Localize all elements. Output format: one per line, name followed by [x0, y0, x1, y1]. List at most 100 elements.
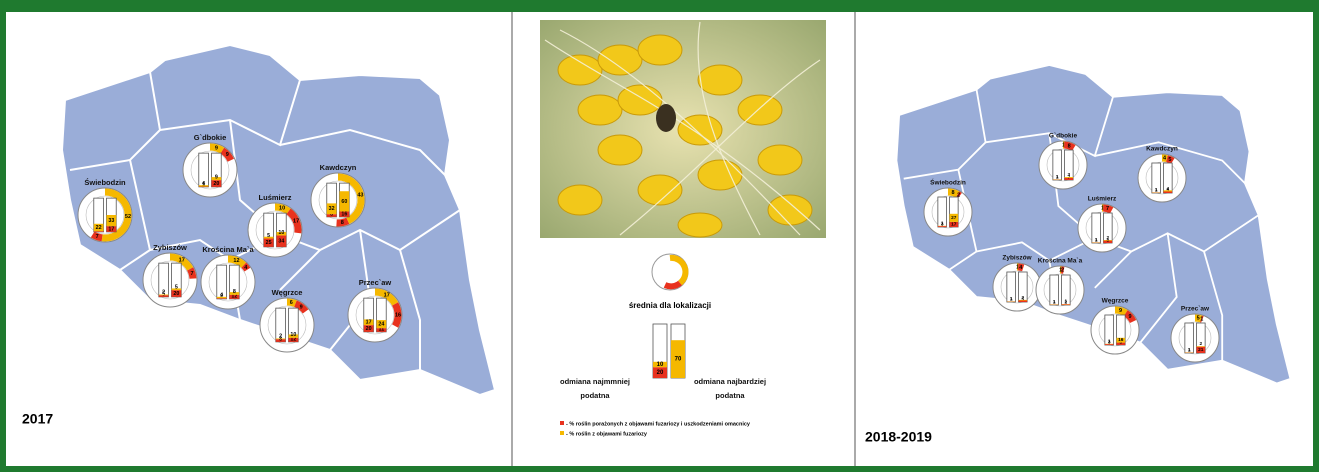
bar-value: 17 [951, 221, 957, 227]
bar-value: 8 [233, 289, 236, 295]
location-name: G`dbokie [1049, 133, 1078, 140]
location-name: G`dbokie [194, 133, 227, 142]
ring-value: 12 [233, 258, 239, 264]
ring-value: 2 [1061, 268, 1064, 274]
ring-value: 9 [226, 152, 229, 158]
bar-value: 1 [1053, 299, 1056, 305]
legend-bar-label: odmiana najbardziej [694, 377, 766, 386]
location-name: Świebodzin [84, 178, 126, 187]
bar-value: 27 [951, 215, 957, 221]
bar-value: 2 [279, 334, 282, 340]
ring-value: 1 [1200, 317, 1203, 323]
location-inner [1047, 149, 1079, 181]
location-inner [209, 263, 247, 301]
location-inner [1044, 274, 1076, 306]
bar-value: 20 [213, 181, 219, 187]
ring-value: 5 [1168, 157, 1171, 163]
bar-value: 2 [1106, 235, 1109, 241]
ring-value: 8 [1068, 143, 1071, 149]
ring-value: 16 [395, 312, 401, 318]
ring-value: 6 [290, 300, 293, 306]
bar-value: 32 [329, 206, 335, 212]
ring-value: 9 [1128, 314, 1131, 320]
bar-value: 17 [366, 320, 372, 326]
location-inner [932, 196, 964, 228]
ring-value: 7 [96, 234, 99, 240]
bar-value: 10 [278, 230, 284, 236]
location-name: Zybiszów [1002, 255, 1032, 262]
bar-value: 9 [215, 175, 218, 181]
ring-value: 9 [300, 304, 303, 310]
bar-value: 1 [1064, 299, 1067, 305]
location-inner [256, 211, 294, 249]
ring-value: 9 [1119, 308, 1122, 314]
bar-value: 1 [1056, 174, 1059, 180]
ring-value: 8 [951, 190, 954, 196]
bar-value: 2 [162, 290, 165, 296]
location-name: Kawdczyn [320, 163, 357, 172]
location-name: Krościna Ma`a [202, 245, 254, 254]
bar-value: 4 [220, 293, 223, 299]
bar-value: 1 [1155, 187, 1158, 193]
location-inner [1001, 271, 1033, 303]
ring-value: 43 [357, 192, 363, 198]
ring-caption: średnia dla lokalizacji [629, 301, 711, 310]
bar-value: 1 [941, 220, 944, 226]
location-inner [319, 181, 357, 219]
location-name: Kawdczyn [1146, 146, 1178, 153]
ring-value: 17 [293, 218, 299, 224]
bar-value: 20 [657, 370, 664, 376]
bar-value: 16 [1118, 337, 1124, 343]
bar-value: 17 [108, 226, 114, 232]
bar-value: 4 [202, 181, 205, 187]
location-inner [191, 151, 229, 189]
location-name: Zybiszów [153, 243, 187, 252]
bar-value: 1 [1010, 296, 1013, 302]
location-inner [1099, 314, 1131, 346]
bar-value: 25 [266, 240, 272, 246]
location-name: Węgrzce [1102, 298, 1129, 305]
bar-value: 24 [378, 322, 384, 328]
bar-value: 70 [675, 357, 682, 363]
bar-value: 21 [1198, 347, 1204, 353]
location-inner [151, 261, 189, 299]
year-label: 2018-2019 [865, 429, 932, 445]
bar-value: 20 [366, 326, 372, 332]
location-inner [1146, 162, 1178, 194]
location-inner [268, 306, 306, 344]
bar-value: 2 [1199, 341, 1202, 347]
bar-value: 16 [341, 211, 347, 217]
location-name: Krościna Ma`a [1038, 258, 1083, 265]
corn-photo [540, 20, 826, 238]
location: 82311727Świebodzin [924, 178, 972, 236]
ring-value: 5 [1197, 316, 1200, 322]
bar-value: 20 [173, 291, 179, 297]
bar-value: 5 [267, 233, 270, 239]
location-inner [356, 296, 394, 334]
ring-value: 8 [341, 220, 344, 226]
bar-value: 60 [341, 199, 347, 205]
bar-value: 1 [1095, 237, 1098, 243]
bar-value: 33 [108, 218, 114, 224]
bar-value: 1 [1188, 347, 1191, 353]
bar-value: 2 [1021, 295, 1024, 301]
legend-note: - % roślin porażonych z objawami fuzario… [566, 421, 751, 427]
location-name: Luśmierz [1088, 196, 1117, 203]
ring-value: 7 [1106, 206, 1109, 212]
legend-note: - % roślin z objawami fuzariozy [566, 431, 648, 437]
bar-value: 3 [1067, 172, 1070, 178]
infographic: średnia dla lokalizacji 20 10 70 odmiana na… [0, 0, 1319, 472]
bar-value: 1 [1108, 338, 1111, 344]
bar-value: 22 [96, 225, 102, 231]
bar-value: 10 [290, 332, 296, 338]
location-inner [1086, 212, 1118, 244]
location-name: Przec`aw [1181, 306, 1210, 313]
legend-bar-label: odmiana najmmniej [560, 377, 630, 386]
page: { "panels": [ {"year": "2017", "location… [0, 0, 1319, 472]
year-label: 2017 [22, 411, 53, 427]
location-name: Luśmierz [259, 193, 292, 202]
location-name: Przec`aw [359, 278, 392, 287]
legend-bar-label: podatna [580, 391, 610, 400]
bar-value: 10 [657, 362, 664, 368]
ring-value: 10 [279, 206, 285, 212]
